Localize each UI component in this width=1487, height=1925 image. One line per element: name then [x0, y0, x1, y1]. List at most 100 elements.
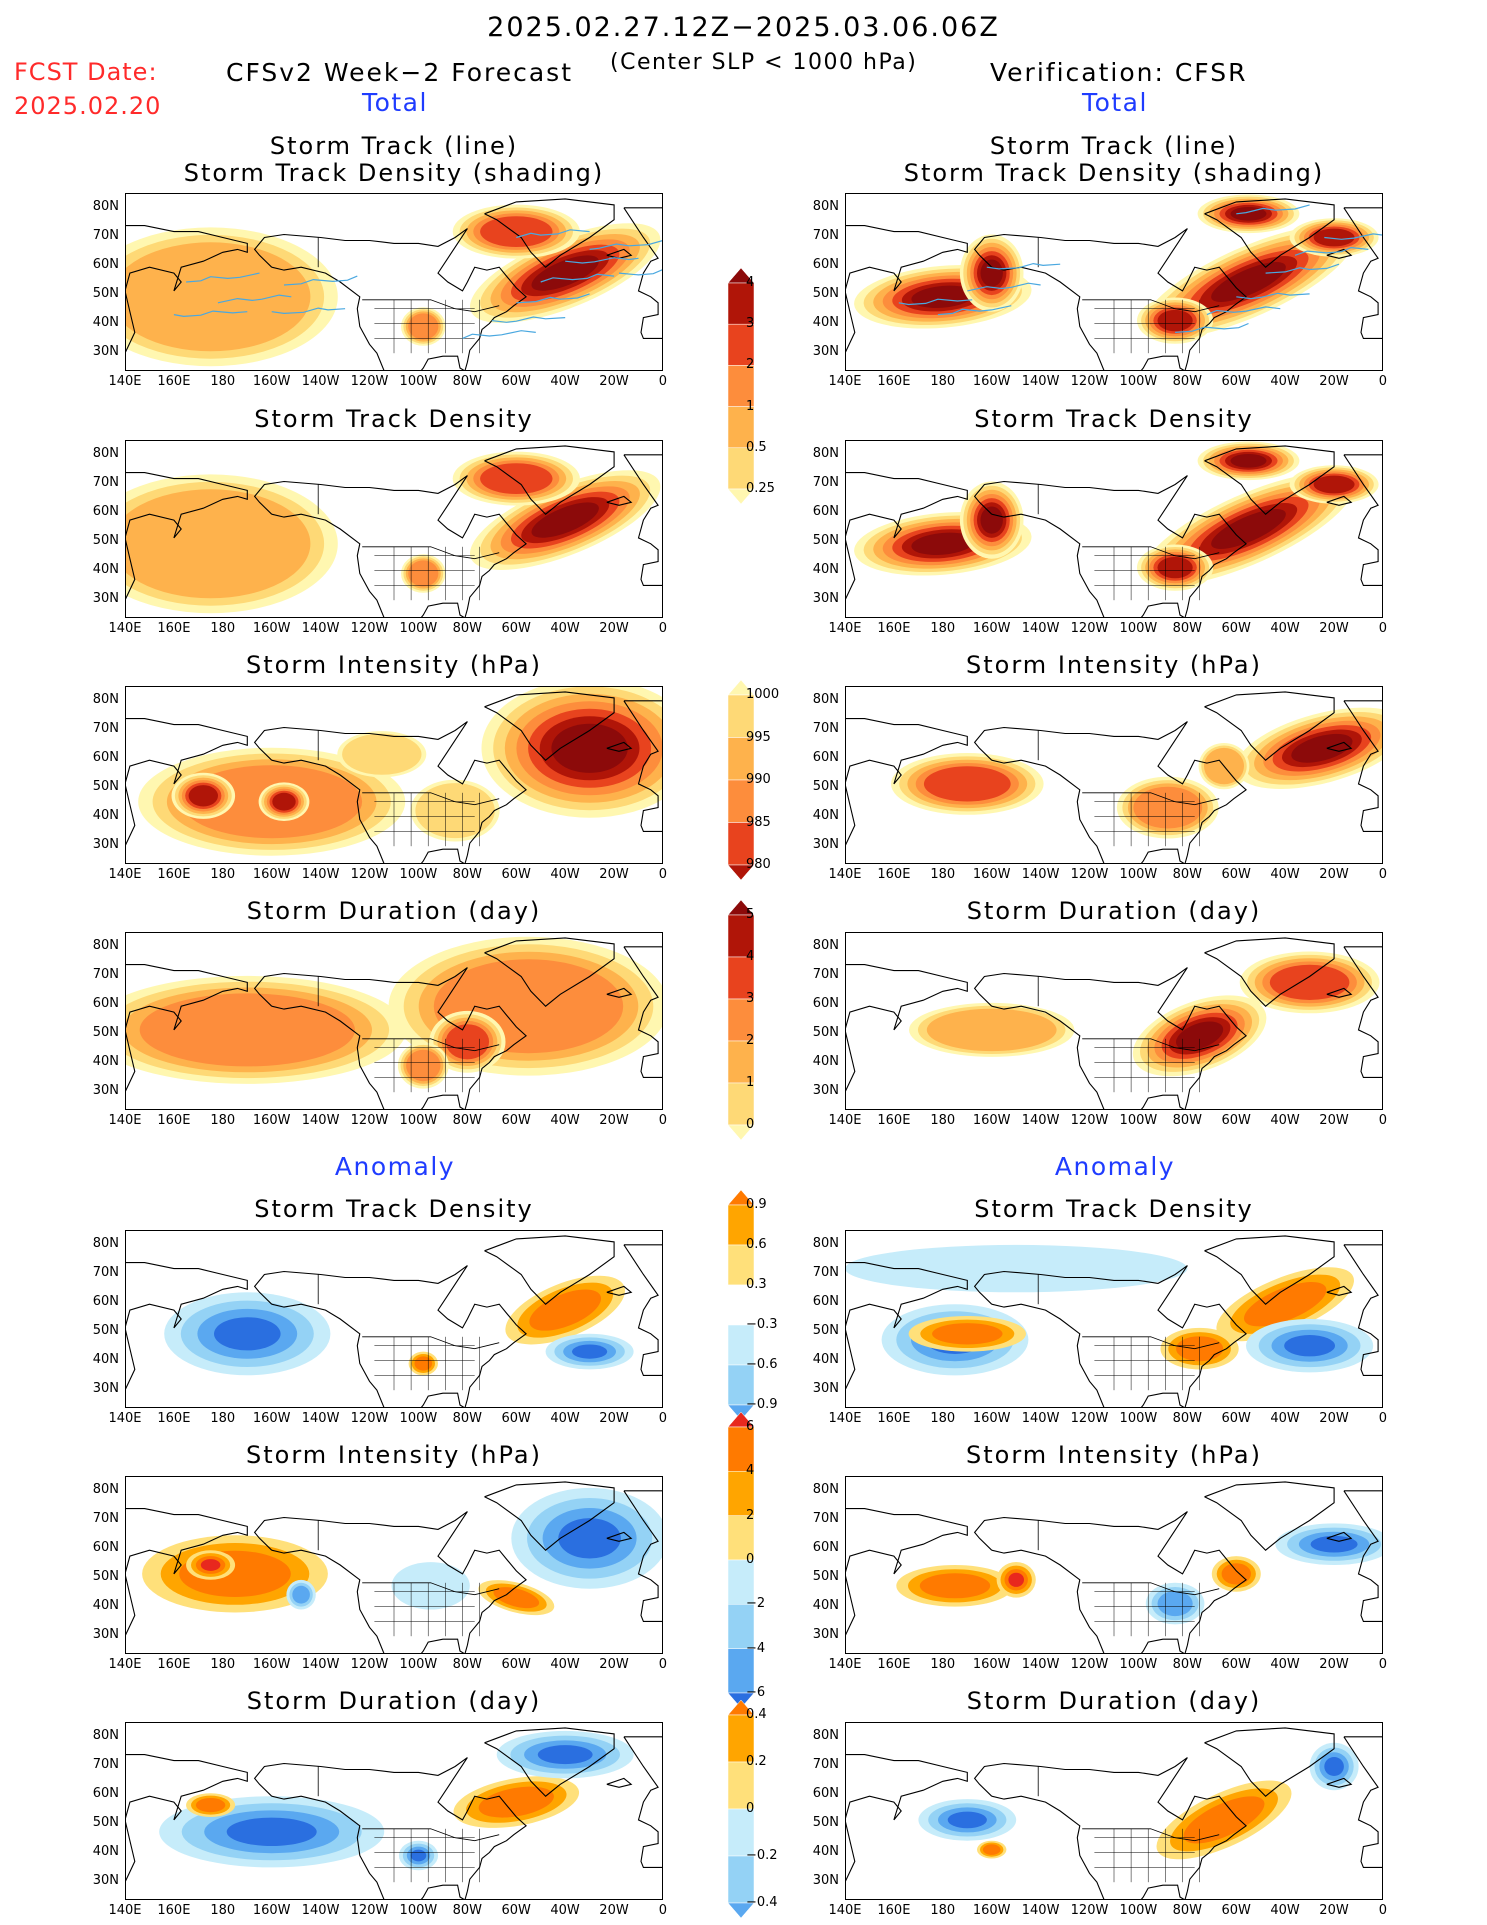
lon-tick-label: 140W — [1021, 1903, 1060, 1918]
shading-field — [142, 1487, 663, 1616]
lon-tick-label: 180 — [930, 1903, 956, 1918]
lon-tick-label: 160W — [252, 1113, 291, 1128]
coastline — [253, 967, 527, 1110]
coastline — [973, 1265, 1247, 1408]
storm-track-line — [217, 294, 292, 304]
lon-tick-label: 0 — [658, 621, 668, 636]
coastline — [1343, 1244, 1383, 1376]
map-panel — [845, 686, 1383, 864]
colorbar-label: 995 — [746, 729, 771, 745]
lon-tick-label: 20W — [599, 1657, 629, 1672]
lat-tick-label: 70N — [812, 1265, 839, 1280]
coastline — [484, 1481, 615, 1551]
shading-field — [125, 204, 661, 367]
lat-tick-label: 40N — [92, 1054, 119, 1069]
lon-tick-label: 40W — [1270, 1903, 1300, 1918]
coastline — [973, 721, 1247, 864]
lon-tick-label: 140W — [1021, 621, 1060, 636]
field-blob — [410, 1849, 427, 1862]
lat-tick-label: 30N — [92, 591, 119, 606]
lon-tick-label: 140W — [1021, 374, 1060, 389]
lon-tick-label: 20W — [599, 621, 629, 636]
panel-title: Storm Duration (day) — [966, 897, 1262, 925]
border — [362, 1336, 500, 1350]
lat-tick-label: 30N — [92, 837, 119, 852]
lon-tick-label: 140W — [301, 621, 340, 636]
field-blob — [982, 1844, 1001, 1855]
coastline — [623, 946, 663, 1078]
shading-field — [918, 1742, 1359, 1860]
map-panel — [845, 932, 1383, 1110]
lat-tick-label: 50N — [92, 1569, 119, 1584]
lat-tick-label: 60N — [92, 1540, 119, 1555]
storm-track-line — [937, 305, 1012, 316]
colorbar-label: 4 — [746, 949, 755, 964]
lon-tick-label: 80W — [452, 867, 482, 882]
lat-tick-label: 40N — [92, 1844, 119, 1859]
panel-frame — [125, 932, 663, 1110]
lat-tick-label: 60N — [92, 1294, 119, 1309]
field-blob — [980, 259, 1003, 287]
field-blob — [980, 506, 1003, 534]
lon-tick-label: 140E — [108, 374, 142, 389]
lon-tick-label: 140E — [828, 1903, 862, 1918]
lon-tick-label: 140W — [301, 867, 340, 882]
field-blob — [1176, 1021, 1224, 1051]
storm-track-line — [565, 257, 639, 264]
lat-tick-label: 60N — [812, 1294, 839, 1309]
lat-tick-label: 80N — [812, 938, 839, 953]
lon-tick-label: 160E — [157, 1411, 191, 1426]
field-blob — [200, 1559, 221, 1571]
coastline — [1326, 1285, 1353, 1296]
lon-tick-label: 140E — [828, 1113, 862, 1128]
coastline — [973, 1511, 1247, 1654]
colorbar-label: 2 — [746, 1507, 755, 1523]
lon-tick-label: 20W — [599, 1903, 629, 1918]
lon-tick-label: 100W — [399, 1657, 438, 1672]
coastline — [1326, 495, 1353, 506]
lat-tick-label: 30N — [92, 1627, 119, 1642]
map-svg — [125, 686, 663, 864]
storm-track-line — [1175, 322, 1249, 333]
verification-title: Verification: CFSR — [990, 58, 1248, 87]
lon-tick-label: 120W — [350, 1903, 389, 1918]
field-blob — [1284, 1335, 1335, 1357]
lon-tick-label: 80W — [452, 1903, 482, 1918]
lon-tick-label: 80W — [452, 1113, 482, 1128]
field-blob — [125, 489, 311, 599]
lat-tick-label: 40N — [92, 315, 119, 330]
field-blob — [1313, 475, 1355, 494]
panel-title: Storm Intensity (hPa) — [246, 1441, 542, 1469]
lat-tick-label: 80N — [812, 1236, 839, 1251]
panel-frame — [125, 1230, 663, 1408]
coastline — [484, 937, 615, 1007]
shading-field — [125, 451, 661, 614]
lon-tick-label: 60W — [501, 867, 531, 882]
field-blob — [1230, 454, 1267, 468]
coastline — [1204, 937, 1335, 1007]
coastline — [1326, 1777, 1353, 1788]
field-blob — [414, 1356, 433, 1371]
field-blob — [1324, 1757, 1344, 1776]
lat-tick-label: 60N — [92, 504, 119, 519]
field-blob — [1157, 1591, 1193, 1617]
coastline — [484, 198, 615, 268]
section-anomaly-right: Anomaly — [1054, 1152, 1176, 1181]
field-blob — [1269, 964, 1350, 1000]
lon-tick-label: 100W — [1119, 1113, 1158, 1128]
field-blob — [1313, 228, 1355, 247]
lon-tick-label: 180 — [930, 1411, 956, 1426]
coastline — [253, 1265, 527, 1408]
lon-tick-label: 160E — [877, 1411, 911, 1426]
lat-tick-label: 50N — [812, 1569, 839, 1584]
lon-tick-label: 140E — [108, 1113, 142, 1128]
lon-tick-label: 140E — [828, 374, 862, 389]
storm-track-line — [1294, 246, 1369, 256]
fcst-date: 2025.02.20 — [14, 92, 162, 120]
lat-tick-label: 30N — [812, 837, 839, 852]
lon-tick-label: 60W — [501, 1411, 531, 1426]
coastline — [1204, 445, 1335, 515]
lon-tick-label: 40W — [550, 1903, 580, 1918]
field-blob — [1157, 556, 1193, 579]
map-panel — [125, 440, 663, 618]
